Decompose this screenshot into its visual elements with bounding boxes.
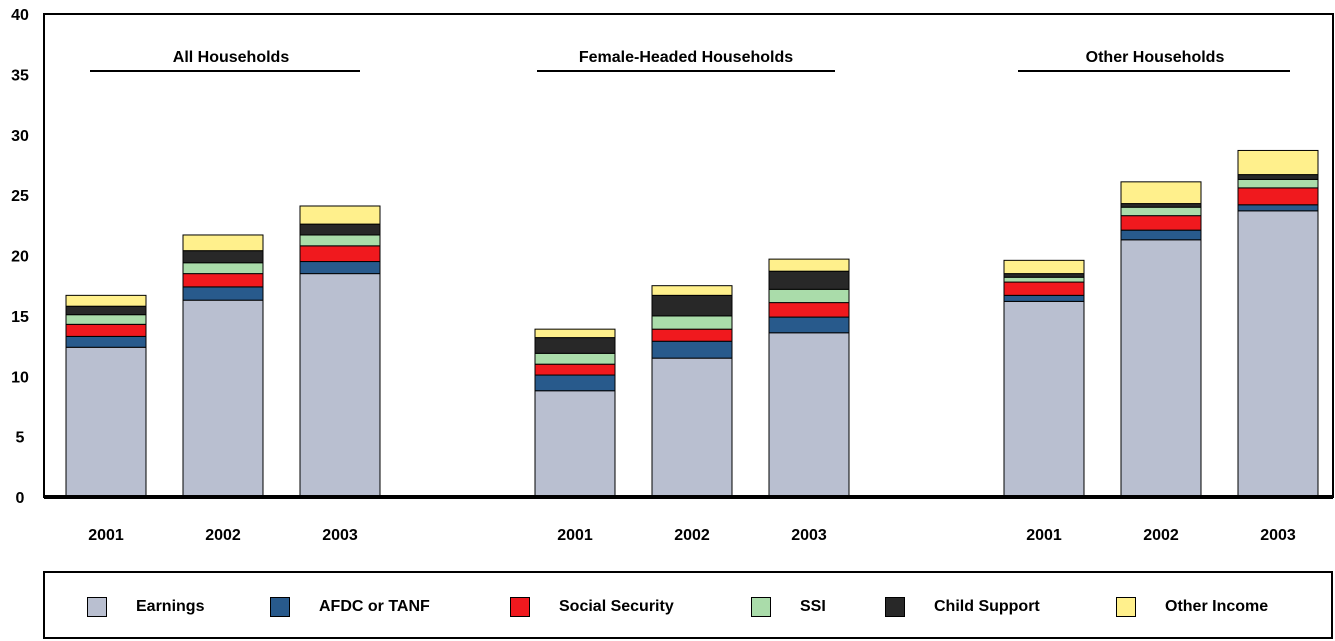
y-tick-label: 25	[11, 188, 29, 205]
bar-segment	[1120, 181, 1202, 205]
legend-item: Other Income	[1116, 595, 1268, 619]
bar-segment	[1237, 210, 1319, 498]
bars	[65, 149, 1319, 498]
legend-swatch	[510, 597, 530, 617]
y-tick-label: 15	[11, 309, 29, 326]
bar-segment	[1120, 206, 1202, 217]
bar-segment	[65, 314, 147, 325]
bar-segment	[1003, 276, 1085, 283]
bar-segment	[768, 332, 850, 498]
bar-segment	[182, 273, 264, 288]
legend-item: Child Support	[885, 595, 1040, 619]
bar-segment	[768, 302, 850, 318]
x-tick-label: 2002	[205, 527, 241, 544]
bar-segment	[534, 352, 616, 365]
bar-segment	[1003, 281, 1085, 296]
bar-segment	[651, 294, 733, 317]
bar-segment	[1237, 174, 1319, 180]
bar-segment	[1237, 178, 1319, 189]
bar-segment	[651, 340, 733, 359]
legend-swatch	[1116, 597, 1136, 617]
legend-label: SSI	[800, 598, 826, 615]
legend-swatch	[87, 597, 107, 617]
bar-segment	[1237, 204, 1319, 212]
x-axis-ticks: 2001 2002 2003 2001 2002 2003 2001 2002 2003	[88, 527, 1296, 544]
bar-segment	[1120, 215, 1202, 231]
bar-segment	[65, 346, 147, 498]
bar-segment	[1003, 294, 1085, 302]
x-tick-label: 2002	[1143, 527, 1179, 544]
bar-segment	[651, 328, 733, 342]
bar-segment	[65, 294, 147, 307]
y-tick-label: 10	[11, 369, 29, 386]
bar-segment	[1237, 149, 1319, 176]
bar-segment	[768, 258, 850, 272]
legend-swatch	[885, 597, 905, 617]
bar-segment	[768, 316, 850, 334]
bar-segment	[1003, 259, 1085, 275]
y-tick-label: 30	[11, 128, 29, 145]
bar-segment	[534, 337, 616, 354]
bar-segment	[65, 335, 147, 348]
bar-segment	[182, 286, 264, 301]
bar-segment	[534, 390, 616, 498]
y-tick-label: 5	[16, 430, 25, 447]
group-label: All Households	[173, 49, 290, 66]
bar-segment	[1237, 187, 1319, 206]
x-tick-label: 2003	[791, 527, 827, 544]
bar-segment	[182, 262, 264, 275]
x-tick-label: 2003	[322, 527, 358, 544]
bar-segment	[65, 305, 147, 316]
y-tick-label: 35	[11, 67, 29, 84]
stacked-bar-chart: 0 5 10 15 20 25 30 35 40 All Households Female-He…	[11, 7, 1334, 544]
legend-item: Social Security	[510, 595, 674, 619]
group-label: Other Households	[1086, 49, 1225, 66]
bar-segment	[768, 288, 850, 304]
bar-segment	[299, 205, 381, 225]
bar-segment	[651, 315, 733, 330]
y-axis-ticks: 0 5 10 15 20 25 30 35 40	[11, 7, 29, 507]
legend-label: Earnings	[136, 598, 205, 615]
x-tick-label: 2002	[674, 527, 710, 544]
bar-segment	[651, 285, 733, 296]
bar-segment	[534, 374, 616, 392]
legend-label: Child Support	[934, 598, 1040, 615]
y-tick-label: 0	[16, 490, 25, 507]
legend-item: SSI	[751, 595, 826, 619]
x-tick-label: 2001	[557, 527, 593, 544]
bar-segment	[1120, 229, 1202, 241]
bar-segment	[534, 328, 616, 339]
x-tick-label: 2003	[1260, 527, 1296, 544]
bar-segment	[1003, 300, 1085, 498]
legend-swatch	[751, 597, 771, 617]
bar-segment	[299, 261, 381, 275]
y-tick-label: 40	[11, 7, 29, 24]
group-labels: All Households Female-Headed Households Ot…	[90, 49, 1290, 72]
x-tick-label: 2001	[1026, 527, 1062, 544]
bar-segment	[299, 234, 381, 247]
bar-segment	[299, 223, 381, 236]
bar-segment	[299, 273, 381, 498]
legend-swatch	[270, 597, 290, 617]
legend-label: Social Security	[559, 598, 674, 615]
bar-segment	[299, 245, 381, 263]
bar-segment	[651, 357, 733, 498]
legend-label: Other Income	[1165, 598, 1269, 615]
x-tick-label: 2001	[88, 527, 124, 544]
bar-segment	[182, 299, 264, 498]
legend-label: AFDC or TANF	[319, 598, 430, 615]
bar-segment	[1120, 203, 1202, 208]
legend-item: AFDC or TANF	[270, 595, 430, 619]
legend-item: Earnings	[87, 595, 204, 619]
y-tick-label: 20	[11, 249, 29, 266]
bar-segment	[182, 250, 264, 264]
bar-segment	[65, 323, 147, 337]
bar-segment	[1003, 273, 1085, 278]
bar-segment	[182, 234, 264, 252]
bar-segment	[534, 363, 616, 376]
bar-segment	[1120, 239, 1202, 498]
bar-segment	[768, 270, 850, 290]
legend: Earnings AFDC or TANF Social Security SSI Ch…	[43, 571, 1333, 639]
group-label: Female-Headed Households	[579, 49, 793, 66]
